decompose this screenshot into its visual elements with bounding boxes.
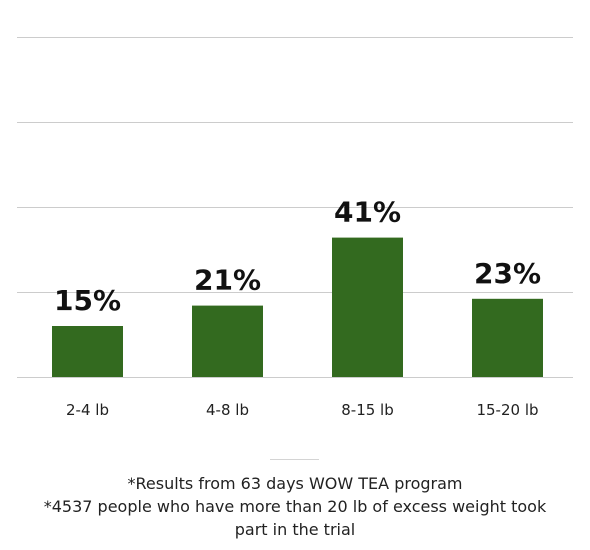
bar-chart-svg: 15% 2-4 lb 21% 4-8 lb 41% 8-15 lb 23% 15-20 lb — [17, 37, 573, 419]
bar-chart: 15% 2-4 lb 21% 4-8 lb 41% 8-15 lb 23% 15-20 lb — [17, 37, 573, 419]
bar-15-20lb — [472, 298, 543, 377]
tick-label-2-4lb: 2-4 lb — [66, 401, 109, 419]
bar-8-15lb — [332, 237, 403, 377]
data-label-4-8lb: 21% — [194, 264, 261, 297]
divider — [270, 459, 319, 460]
tick-label-4-8lb: 4-8 lb — [206, 401, 249, 419]
bar-2-4lb — [52, 326, 123, 377]
tick-label-15-20lb: 15-20 lb — [476, 401, 538, 419]
data-label-8-15lb: 41% — [334, 196, 401, 229]
bar-4-8lb — [192, 305, 263, 377]
footnote-line-2: *4537 people who have more than 20 lb of… — [43, 497, 547, 516]
tick-label-8-15lb: 8-15 lb — [341, 401, 394, 419]
data-label-2-4lb: 15% — [54, 284, 121, 317]
footnote-line-3: part in the trial — [234, 520, 356, 539]
footnote: *Results from 63 days WOW TEA program *4… — [0, 472, 590, 541]
footnote-line-1: *Results from 63 days WOW TEA program — [127, 474, 463, 493]
data-label-15-20lb: 23% — [474, 257, 541, 290]
